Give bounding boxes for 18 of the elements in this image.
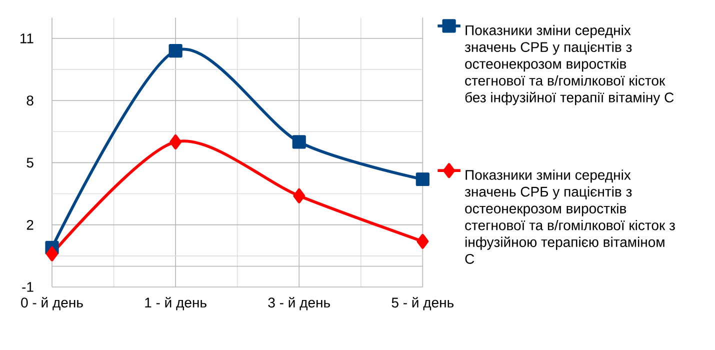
x-tick-label: 3 - й день	[268, 297, 330, 310]
y-tick-label: 5	[26, 158, 34, 168]
x-tick-label: 5 - й день	[392, 297, 454, 310]
point	[416, 234, 429, 249]
point	[170, 134, 182, 150]
y-tick-label: 11	[20, 34, 34, 44]
legend-label: Показники зміни середніх значень СРБ у пацієнтів з остеонекрозом виростків стегнової та в/гомілкової кісток без інфузійної терапії вітаміну С	[464, 24, 674, 106]
y-tick-label: 2	[26, 220, 34, 230]
point	[292, 135, 306, 149]
y-tick-label: 8	[26, 96, 34, 106]
point	[168, 44, 182, 58]
legend-label: Показники зміни середніх значень СРБ у пацієнтів з остеонекрозом виростків стегнової та в/гомілкової кісток з інфузійною терапією вітаміном С	[464, 170, 675, 264]
point	[416, 172, 430, 186]
x-tick-label: 1 - й день	[145, 297, 206, 310]
point	[293, 188, 306, 204]
point	[46, 246, 58, 262]
x-tick-label: 0 - й день	[21, 297, 83, 310]
y-tick-label: -1	[22, 282, 34, 292]
